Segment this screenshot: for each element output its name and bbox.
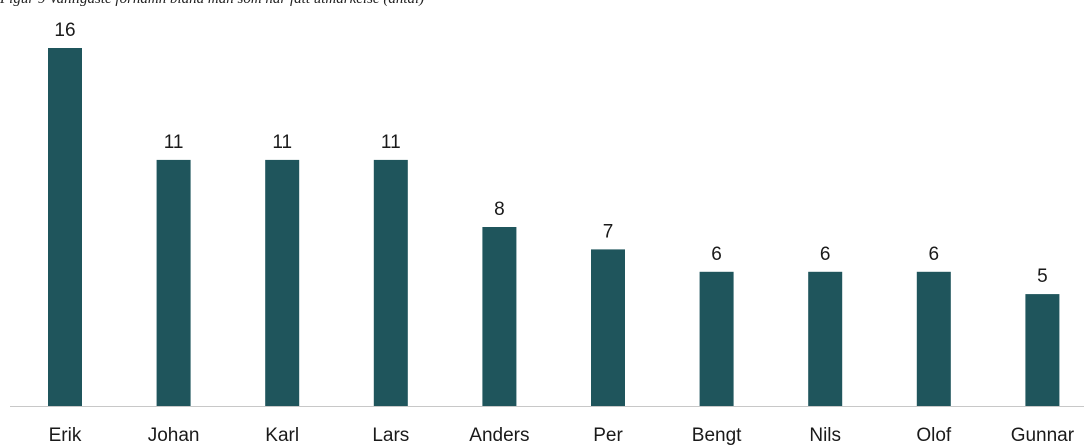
- data-label-bengt: 6: [711, 244, 722, 265]
- bar-lars: [373, 159, 408, 406]
- data-label-erik: 16: [54, 20, 75, 41]
- x-tick-label-anders: Anders: [469, 425, 529, 446]
- data-label-lars: 11: [381, 132, 401, 153]
- x-tick-label-gunnar: Gunnar: [1011, 425, 1075, 446]
- x-tick-label-bengt: Bengt: [692, 425, 742, 446]
- chart-caption: Figur 9 Vanligaste förnamn bland män som…: [0, 0, 424, 8]
- bar-per: [591, 249, 625, 406]
- x-tick-label-lars: Lars: [372, 425, 409, 446]
- data-label-gunnar: 5: [1037, 266, 1048, 287]
- x-tick-label-karl: Karl: [265, 425, 299, 446]
- labels-layer: 16 Erik 11 Johan 11 Karl 11 Lars 8 Anders 7 Per 6 Ben…: [49, 20, 1075, 446]
- bars-layer: [48, 48, 1060, 407]
- bar-johan: [156, 159, 191, 406]
- data-label-karl: 11: [272, 132, 292, 153]
- bar-olof: [916, 271, 951, 407]
- bar-gunnar: [1025, 294, 1060, 406]
- x-tick-label-nils: Nils: [809, 425, 841, 446]
- data-label-johan: 11: [164, 132, 184, 153]
- bar-erik: [48, 48, 82, 406]
- bar-karl: [265, 159, 300, 406]
- data-label-olof: 6: [929, 244, 940, 265]
- bar-nils: [808, 271, 843, 407]
- data-label-anders: 8: [494, 199, 505, 220]
- x-tick-label-erik: Erik: [49, 425, 82, 446]
- data-label-per: 7: [603, 221, 614, 242]
- bar-anders: [482, 227, 517, 406]
- bar-bengt: [699, 271, 734, 407]
- x-tick-label-olof: Olof: [916, 425, 952, 446]
- x-tick-label-johan: Johan: [148, 425, 200, 446]
- x-tick-label-per: Per: [593, 425, 623, 446]
- data-label-nils: 6: [820, 244, 831, 265]
